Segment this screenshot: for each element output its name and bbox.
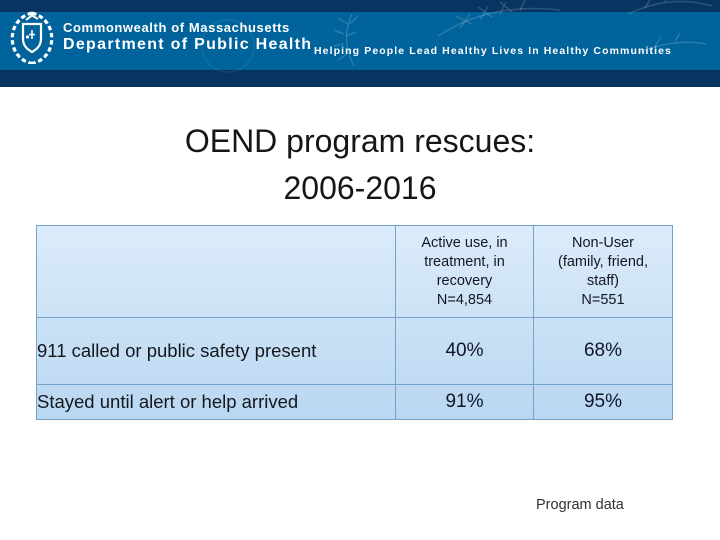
slide-title: OEND program rescues: 2006-2016	[0, 118, 720, 212]
table-corner-cell	[36, 225, 396, 318]
slide-title-line1: OEND program rescues:	[184, 123, 536, 159]
column-header-non-user: Non-User (family, friend, staff) N=551	[533, 225, 673, 318]
column-header-line: Non-User	[571, 234, 635, 251]
row-label: 911 called or public safety present	[36, 317, 396, 385]
org-name-department: Department of Public Health	[63, 36, 313, 53]
org-name-commonwealth: Commonwealth of Massachusetts	[63, 20, 290, 35]
table-row-stayed-until-alert: Stayed until alert or help arrived 91% 9…	[36, 384, 673, 420]
column-header-line: N=4,854	[436, 291, 493, 308]
rescues-table: Active use, in treatment, in recovery N=…	[36, 225, 673, 420]
state-seal-icon	[10, 11, 54, 64]
column-header-line: treatment, in	[424, 253, 505, 270]
column-header-line: Active use, in	[421, 234, 508, 251]
column-header-line: (family, friend,	[558, 253, 648, 270]
column-header-line: recovery	[436, 272, 493, 289]
column-header-active-use: Active use, in treatment, in recovery N=…	[395, 225, 534, 318]
table-row-911-called: 911 called or public safety present 40% …	[36, 317, 673, 385]
column-header-line: staff)	[587, 272, 619, 289]
row-label: Stayed until alert or help arrived	[36, 384, 396, 420]
value-cell: 68%	[533, 317, 673, 385]
table-header-row: Active use, in treatment, in recovery N=…	[36, 225, 673, 318]
slide-title-line2: 2006-2016	[283, 170, 437, 206]
org-name-block: Commonwealth of Massachusetts Department…	[63, 20, 312, 54]
banner-bottom-stripe	[0, 70, 720, 87]
value-cell: 95%	[533, 384, 673, 420]
value-cell: 40%	[395, 317, 534, 385]
banner-tagline: Helping People Lead Healthy Lives In Hea…	[314, 45, 672, 57]
value-cell: 91%	[395, 384, 534, 420]
column-header-line: N=551	[581, 291, 625, 308]
dph-header-banner: Commonwealth of Massachusetts Department…	[0, 0, 720, 87]
banner-top-stripe	[0, 0, 720, 12]
source-note: Program data	[536, 497, 624, 513]
